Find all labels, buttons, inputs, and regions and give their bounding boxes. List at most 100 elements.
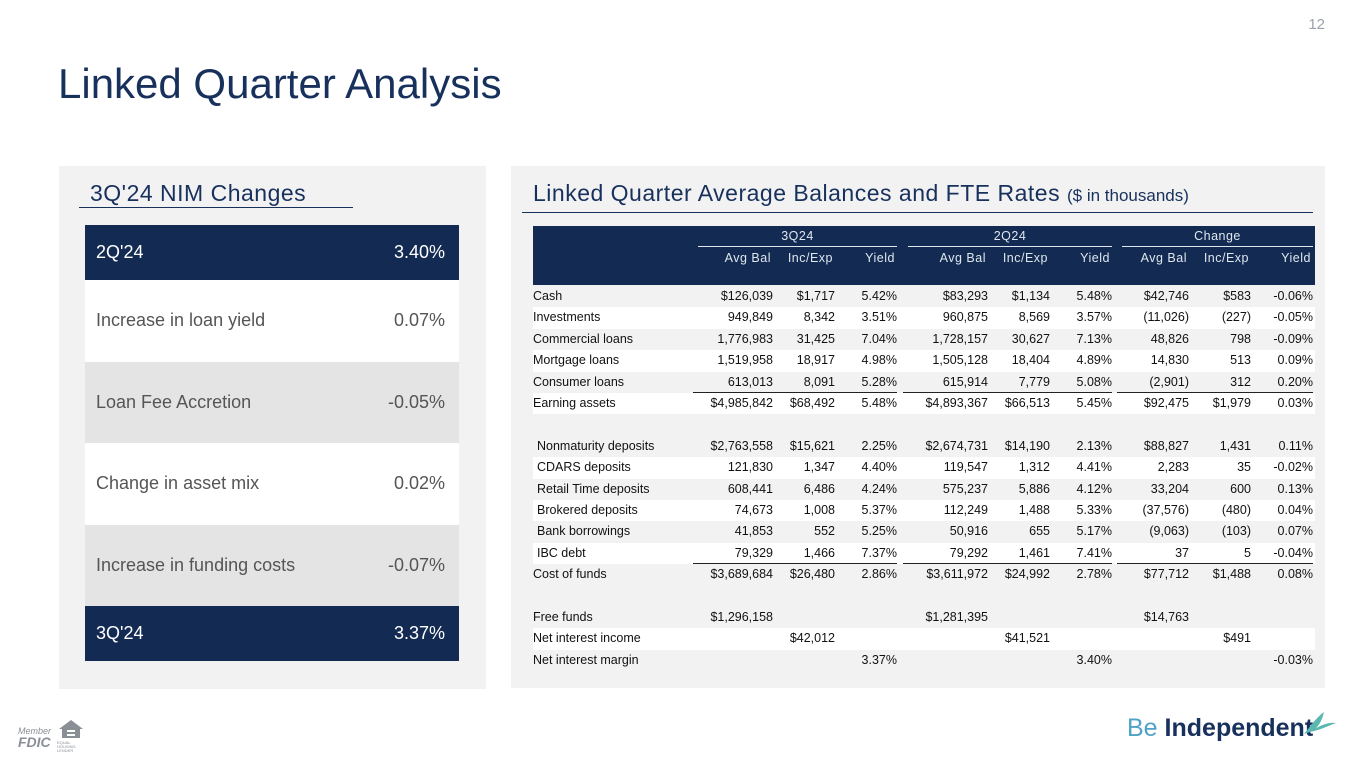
cell: 4.89% bbox=[1076, 353, 1112, 368]
cell: -0.03% bbox=[1273, 652, 1313, 667]
cell: 0.11% bbox=[1278, 438, 1313, 453]
table-row: CDARS deposits 121,830 1,347 4.40% 119,547 1,… bbox=[533, 457, 1315, 479]
cell: 2.13% bbox=[1076, 438, 1112, 453]
column-header: Inc/Exp bbox=[787, 251, 833, 265]
cell: 33,204 bbox=[1150, 481, 1189, 496]
row-label: Investments bbox=[533, 310, 601, 325]
cell: $1,488 bbox=[1212, 567, 1251, 582]
cell: 5.45% bbox=[1076, 396, 1112, 410]
cell: $1,979 bbox=[1212, 396, 1251, 410]
cell: 1,728,157 bbox=[932, 331, 988, 346]
table-row: Cash $126,039 $1,717 5.42% $83,293 $1,134 5.48… bbox=[533, 286, 1315, 307]
cell: 5.17% bbox=[1076, 524, 1112, 539]
row-label: Consumer loans bbox=[533, 374, 625, 389]
cell: 1,431 bbox=[1219, 438, 1251, 453]
nim-value: -0.07% bbox=[387, 554, 445, 575]
nim-row: 3Q'24 3.37% bbox=[85, 606, 459, 661]
cell: 552 bbox=[814, 524, 835, 539]
cell: 0.04% bbox=[1277, 503, 1313, 517]
fdic-logo: FDIC bbox=[18, 734, 51, 750]
table-title: Linked Quarter Average Balances and FTE … bbox=[533, 180, 1061, 206]
cell: $92,475 bbox=[1143, 396, 1189, 410]
table-row: Cost of funds $3,689,684 $26,480 2.86% $3,61… bbox=[533, 564, 1315, 585]
table-row: Retail Time deposits 608,441 6,486 4.24% 575… bbox=[533, 479, 1315, 500]
cell: 2.78% bbox=[1076, 567, 1112, 582]
nim-label: Increase in loan yield bbox=[96, 310, 266, 330]
row-label: Retail Time deposits bbox=[537, 481, 650, 496]
cell: 31,425 bbox=[796, 331, 835, 346]
table-row: Free funds $1,296,158 $1,281,395 $14,763 bbox=[533, 607, 1315, 628]
table-row: Nonmaturity deposits $2,763,558 $15,621 2.2… bbox=[533, 436, 1315, 457]
column-header: Avg Bal bbox=[1140, 251, 1187, 265]
brand-bird bbox=[1304, 712, 1336, 734]
cell: 2,283 bbox=[1157, 460, 1189, 475]
cell: 5.48% bbox=[1076, 289, 1112, 303]
cell: $24,992 bbox=[1004, 567, 1050, 582]
nim-row: 2Q'24 3.40% bbox=[85, 225, 459, 280]
cell: $88,827 bbox=[1143, 438, 1189, 453]
cell: 655 bbox=[1029, 524, 1050, 539]
cell: 0.20% bbox=[1277, 374, 1313, 389]
cell: $42,746 bbox=[1143, 289, 1189, 303]
cell: 74,673 bbox=[734, 503, 773, 517]
brand-name: Independent bbox=[1164, 714, 1314, 742]
cell: 5.42% bbox=[861, 289, 897, 303]
cell: (2,901) bbox=[1149, 374, 1189, 389]
row-label: Brokered deposits bbox=[537, 503, 638, 517]
nim-row: Increase in funding costs -0.07% bbox=[85, 524, 459, 606]
group-header: 3Q24 bbox=[781, 229, 814, 243]
total-rule bbox=[693, 563, 897, 565]
cell: 35 bbox=[1237, 460, 1251, 475]
cell: 2.25% bbox=[861, 438, 897, 453]
cell: (480) bbox=[1221, 503, 1251, 517]
cell: 1,312 bbox=[1018, 460, 1050, 475]
cell: 1,505,128 bbox=[932, 353, 988, 368]
cell: $1,717 bbox=[796, 289, 835, 303]
cell: 18,404 bbox=[1011, 353, 1050, 368]
cell: $2,674,731 bbox=[925, 438, 988, 453]
cell: $26,480 bbox=[789, 567, 835, 582]
cell: $4,893,367 bbox=[925, 396, 988, 410]
cell: 18,917 bbox=[796, 353, 835, 368]
cell: 1,776,983 bbox=[717, 331, 773, 346]
cell: $1,134 bbox=[1011, 289, 1050, 303]
cell: 5,886 bbox=[1018, 481, 1050, 496]
cell: -0.05% bbox=[1273, 310, 1313, 325]
column-header: Yield bbox=[1080, 251, 1110, 265]
group-rule bbox=[698, 246, 897, 247]
cell: $1,296,158 bbox=[710, 610, 773, 624]
cell: $583 bbox=[1223, 289, 1251, 303]
cell: 41,853 bbox=[734, 524, 773, 539]
cell: 0.08% bbox=[1277, 567, 1313, 582]
table-row: Brokered deposits 74,673 1,008 5.37% 112,249… bbox=[533, 500, 1315, 522]
cell: 1,347 bbox=[803, 460, 835, 475]
cell: $2,763,558 bbox=[710, 438, 773, 453]
cell: 513 bbox=[1230, 353, 1251, 368]
table-title-block: Linked Quarter Average Balances and FTE … bbox=[533, 180, 1189, 207]
group-header: 2Q24 bbox=[993, 229, 1027, 243]
fdic-member: Member bbox=[18, 726, 52, 736]
cell: 960,875 bbox=[942, 310, 988, 325]
cell: $3,611,972 bbox=[926, 567, 988, 582]
cell: -0.09% bbox=[1273, 331, 1313, 346]
cell: 5.48% bbox=[861, 396, 897, 410]
nim-label: 3Q'24 bbox=[96, 623, 144, 643]
cell: 4.12% bbox=[1076, 481, 1112, 496]
cell: 4.24% bbox=[861, 481, 897, 496]
cell: 1,466 bbox=[803, 545, 835, 560]
table-row: Net interest margin 3.37% 3.40% -0.03% bbox=[533, 650, 1315, 671]
cell: 3.37% bbox=[861, 652, 897, 667]
row-label: Net interest margin bbox=[533, 652, 639, 667]
cell: 3.57% bbox=[1076, 310, 1112, 325]
cell: 4.41% bbox=[1076, 460, 1112, 475]
cell: 8,342 bbox=[803, 310, 835, 325]
cell: 5.08% bbox=[1076, 374, 1112, 389]
cell: 3.51% bbox=[861, 310, 897, 325]
cell: 121,830 bbox=[727, 460, 773, 475]
table-row: Earning assets $4,985,842 $68,492 5.48% $4,8… bbox=[533, 393, 1315, 415]
total-rule bbox=[903, 563, 1112, 565]
cell: 1,008 bbox=[803, 503, 835, 517]
table-row: Mortgage loans 1,519,958 18,917 4.98% 1,505,… bbox=[533, 350, 1315, 372]
cell: 5.33% bbox=[1076, 503, 1112, 517]
